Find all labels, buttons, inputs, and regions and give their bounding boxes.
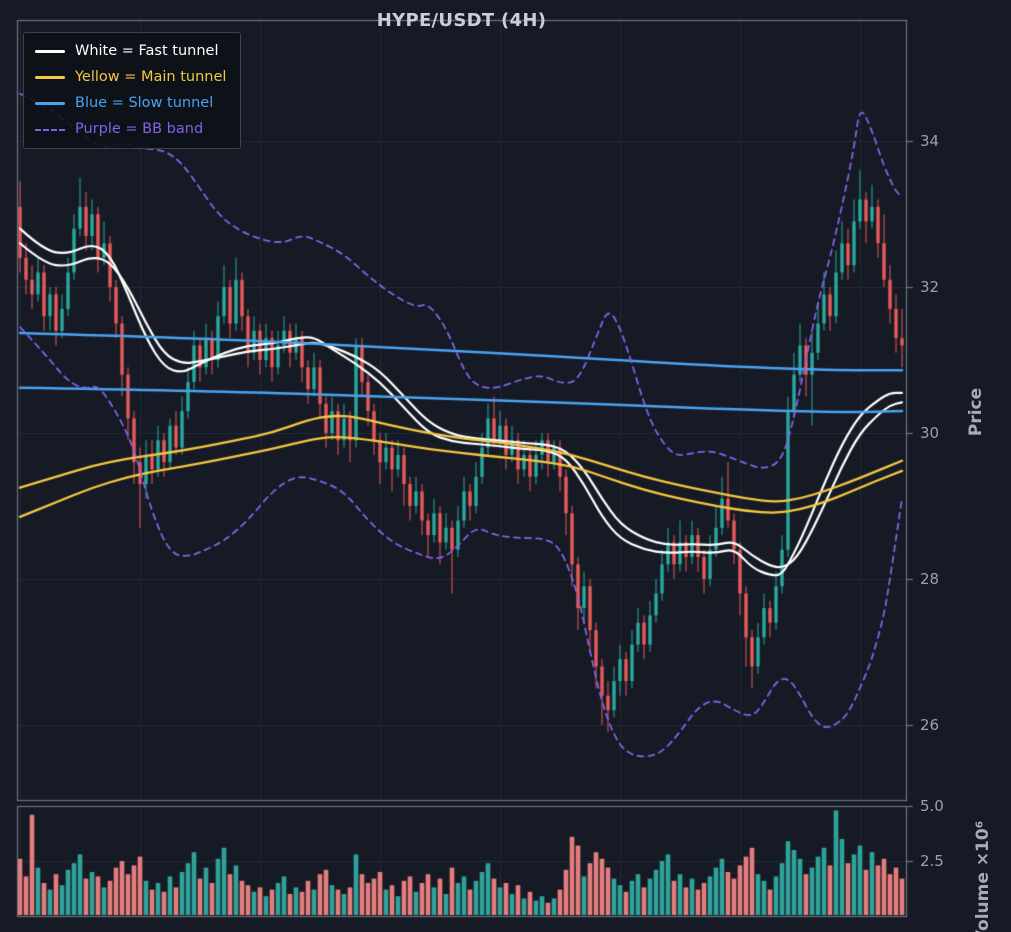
main-tunnel-line-swatch bbox=[35, 76, 65, 79]
price-tick-label: 30 bbox=[920, 423, 940, 442]
legend-item-bb-band: Purple = BB band bbox=[35, 120, 226, 139]
legend-item-slow-tunnel: Blue = Slow tunnel bbox=[35, 94, 226, 113]
price-axis-label: Price bbox=[966, 387, 987, 437]
price-tick-label: 32 bbox=[920, 278, 940, 297]
price-tick-label: 26 bbox=[920, 715, 940, 734]
legend-item-label: Blue = Slow tunnel bbox=[75, 95, 214, 111]
volume-tick-label: 2.5 bbox=[920, 852, 944, 870]
chart-title: HYPE/USDT (4H) bbox=[376, 10, 547, 31]
legend-item-fast-tunnel: White = Fast tunnel bbox=[35, 42, 226, 61]
legend-item-label: White = Fast tunnel bbox=[75, 43, 219, 59]
price-tick-label: 28 bbox=[920, 569, 940, 588]
legend-item-main-tunnel: Yellow = Main tunnel bbox=[35, 68, 226, 87]
legend-item-label: Purple = BB band bbox=[75, 121, 204, 137]
volume-tick-label: 5.0 bbox=[920, 797, 944, 815]
legend: White = Fast tunnel Yellow = Main tunnel… bbox=[23, 32, 242, 149]
legend-item-label: Yellow = Main tunnel bbox=[75, 69, 227, 85]
volume-axis-label: Volume ×10⁶ bbox=[973, 820, 994, 932]
fast-tunnel-line-swatch bbox=[35, 50, 65, 53]
slow-tunnel-line-swatch bbox=[35, 102, 65, 105]
bb-band-line-swatch bbox=[35, 128, 65, 131]
price-tick-label: 34 bbox=[920, 132, 940, 151]
